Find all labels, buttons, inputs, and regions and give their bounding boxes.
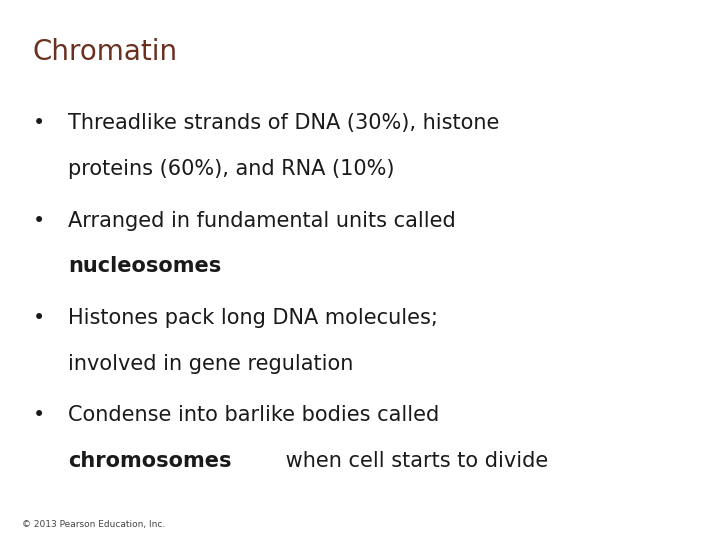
Text: •: • bbox=[32, 405, 45, 425]
Text: •: • bbox=[32, 113, 45, 133]
Text: when cell starts to divide: when cell starts to divide bbox=[279, 451, 549, 471]
Text: Threadlike strands of DNA (30%), histone: Threadlike strands of DNA (30%), histone bbox=[68, 113, 500, 133]
Text: Chromatin: Chromatin bbox=[32, 38, 178, 66]
Text: •: • bbox=[32, 308, 45, 328]
Text: © 2013 Pearson Education, Inc.: © 2013 Pearson Education, Inc. bbox=[22, 520, 165, 529]
Text: Histones pack long DNA molecules;: Histones pack long DNA molecules; bbox=[68, 308, 438, 328]
Text: chromosomes: chromosomes bbox=[68, 451, 232, 471]
Text: •: • bbox=[32, 211, 45, 231]
Text: Condense into barlike bodies called: Condense into barlike bodies called bbox=[68, 405, 440, 425]
Text: involved in gene regulation: involved in gene regulation bbox=[68, 354, 354, 374]
Text: nucleosomes: nucleosomes bbox=[68, 256, 222, 276]
Text: Arranged in fundamental units called: Arranged in fundamental units called bbox=[68, 211, 456, 231]
Text: proteins (60%), and RNA (10%): proteins (60%), and RNA (10%) bbox=[68, 159, 395, 179]
